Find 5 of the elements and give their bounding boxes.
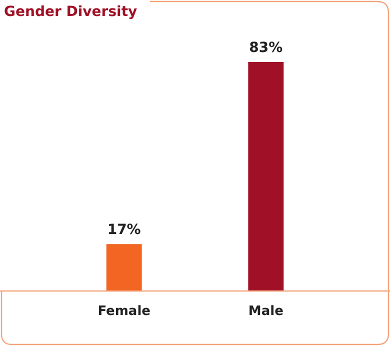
data-label: 17% xyxy=(107,222,141,238)
x-tick-label: Male xyxy=(248,304,284,319)
x-tick-label: Female xyxy=(98,304,151,319)
chart-title: Gender Diversity xyxy=(4,4,138,20)
data-label: 83% xyxy=(249,40,283,56)
